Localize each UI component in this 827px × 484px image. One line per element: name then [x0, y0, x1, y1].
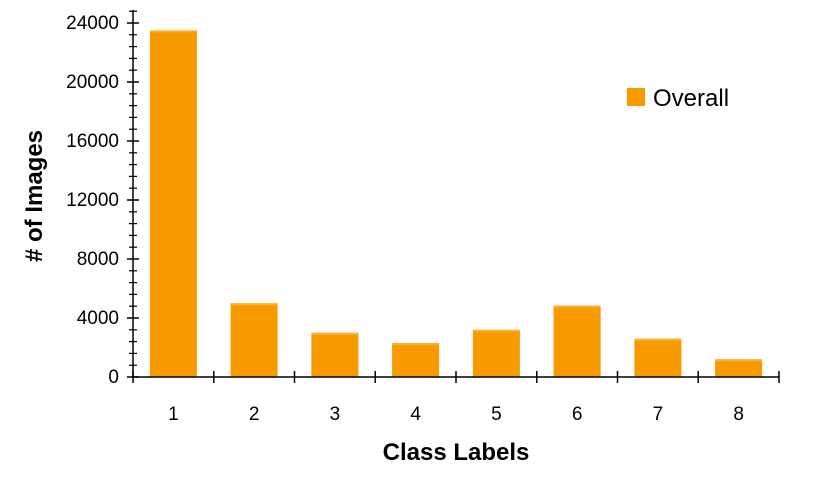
bar-rect	[149, 30, 197, 378]
y-tick-label: 12000	[66, 190, 119, 211]
y-tick-label: 24000	[66, 13, 119, 34]
bar-top-highlight	[472, 329, 520, 332]
x-tick-label: 8	[733, 404, 744, 425]
bar-top-highlight	[634, 338, 682, 341]
bar-rect	[553, 305, 601, 377]
y-tick-label: 20000	[66, 72, 119, 93]
bar-rect	[311, 332, 359, 378]
y-axis-title: # of Images	[21, 130, 48, 262]
y-tick-label: 16000	[66, 131, 119, 152]
y-tick-label: 4000	[77, 308, 119, 329]
bar-top-highlight	[392, 343, 440, 346]
bar-7	[634, 338, 682, 377]
bar-rect	[472, 329, 520, 377]
y-tick-label: 0	[108, 367, 119, 388]
bar-top-highlight	[149, 30, 197, 33]
bar-top-highlight	[715, 359, 763, 362]
bar-top-highlight	[553, 305, 601, 308]
bar-4	[392, 343, 440, 377]
bar-rect	[392, 343, 440, 377]
bar-6	[553, 305, 601, 377]
bar-5	[472, 329, 520, 377]
bar-top-highlight	[311, 332, 359, 335]
labels-layer: 0 4000 8000 12000 16000 20000 24000 1 2 3 4 5 6 7 8	[66, 13, 744, 425]
bar-rect	[634, 338, 682, 377]
bar-8	[715, 359, 763, 377]
legend: Overall	[627, 85, 729, 112]
bar-2	[230, 303, 278, 378]
legend-label: Overall	[653, 85, 729, 112]
x-tick-label: 5	[491, 404, 502, 425]
legend-swatch	[627, 88, 645, 106]
x-tick-label: 4	[410, 404, 421, 425]
bar-1	[149, 30, 197, 378]
y-tick-label: 8000	[77, 249, 119, 270]
x-axis-title: Class Labels	[383, 439, 530, 466]
x-tick-label: 2	[249, 404, 260, 425]
x-tick-label: 1	[168, 404, 179, 425]
bar-top-highlight	[230, 303, 278, 306]
bar-rect	[230, 303, 278, 378]
x-tick-label: 7	[653, 404, 664, 425]
bars-layer	[149, 30, 763, 378]
axes-layer	[127, 10, 780, 383]
bar-rect	[715, 359, 763, 377]
x-tick-label: 6	[572, 404, 583, 425]
bar-3	[311, 332, 359, 378]
x-tick-label: 3	[330, 404, 341, 425]
